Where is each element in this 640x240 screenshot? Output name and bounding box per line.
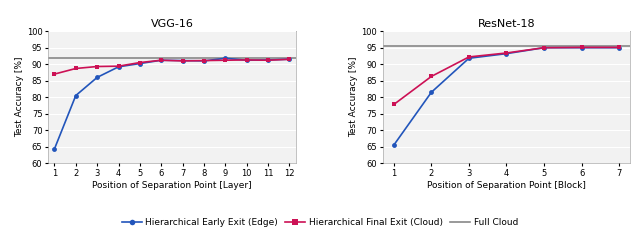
Hierarchical Early Exit (Edge) [136, 62, 144, 65]
Hierarchical Final Exit (Cloud) [465, 55, 473, 58]
Hierarchical Final Exit (Cloud) [93, 65, 101, 68]
Title: VGG-16: VGG-16 [150, 19, 193, 29]
Hierarchical Final Exit (Cloud) [51, 73, 58, 76]
Hierarchical Early Exit (Edge) [179, 59, 186, 62]
Hierarchical Final Exit (Cloud) [615, 46, 623, 49]
Hierarchical Early Exit (Edge) [264, 59, 272, 61]
Hierarchical Final Exit (Cloud) [115, 65, 122, 68]
Hierarchical Final Exit (Cloud) [285, 58, 293, 61]
Hierarchical Early Exit (Edge) [72, 94, 79, 97]
Hierarchical Early Exit (Edge) [221, 57, 229, 60]
Y-axis label: Test Accuracy [%]: Test Accuracy [%] [349, 57, 358, 138]
Hierarchical Early Exit (Edge) [540, 46, 548, 49]
Hierarchical Final Exit (Cloud) [264, 59, 272, 62]
Hierarchical Early Exit (Edge) [157, 59, 165, 62]
Hierarchical Early Exit (Edge) [390, 144, 397, 146]
Hierarchical Early Exit (Edge) [93, 76, 101, 79]
Title: ResNet-18: ResNet-18 [477, 19, 535, 29]
Hierarchical Early Exit (Edge) [285, 58, 293, 61]
Line: Hierarchical Early Exit (Edge): Hierarchical Early Exit (Edge) [392, 45, 621, 148]
Hierarchical Final Exit (Cloud) [502, 52, 510, 54]
Hierarchical Final Exit (Cloud) [157, 59, 165, 62]
Hierarchical Final Exit (Cloud) [578, 46, 586, 49]
Hierarchical Early Exit (Edge) [578, 46, 586, 49]
Hierarchical Early Exit (Edge) [51, 148, 58, 150]
Hierarchical Early Exit (Edge) [465, 57, 473, 60]
X-axis label: Position of Separation Point [Layer]: Position of Separation Point [Layer] [92, 180, 252, 190]
Hierarchical Final Exit (Cloud) [390, 103, 397, 106]
Hierarchical Early Exit (Edge) [615, 46, 623, 49]
X-axis label: Position of Separation Point [Block]: Position of Separation Point [Block] [427, 180, 586, 190]
Hierarchical Final Exit (Cloud) [243, 59, 250, 61]
Hierarchical Final Exit (Cloud) [200, 59, 208, 62]
Y-axis label: Test Accuracy [%]: Test Accuracy [%] [15, 57, 24, 138]
Line: Hierarchical Final Exit (Cloud): Hierarchical Final Exit (Cloud) [52, 57, 292, 77]
Hierarchical Final Exit (Cloud) [428, 75, 435, 78]
Hierarchical Early Exit (Edge) [115, 65, 122, 68]
Line: Hierarchical Final Exit (Cloud): Hierarchical Final Exit (Cloud) [392, 45, 621, 107]
Hierarchical Final Exit (Cloud) [221, 59, 229, 62]
Hierarchical Early Exit (Edge) [200, 60, 208, 62]
Hierarchical Final Exit (Cloud) [72, 67, 79, 70]
Hierarchical Final Exit (Cloud) [179, 60, 186, 62]
Hierarchical Early Exit (Edge) [243, 59, 250, 62]
Hierarchical Final Exit (Cloud) [540, 46, 548, 49]
Hierarchical Early Exit (Edge) [502, 52, 510, 55]
Hierarchical Early Exit (Edge) [428, 91, 435, 94]
Legend: Hierarchical Early Exit (Edge), Hierarchical Final Exit (Cloud), Full Cloud: Hierarchical Early Exit (Edge), Hierarch… [118, 215, 522, 231]
Hierarchical Final Exit (Cloud) [136, 61, 144, 64]
Line: Hierarchical Early Exit (Edge): Hierarchical Early Exit (Edge) [52, 56, 292, 151]
